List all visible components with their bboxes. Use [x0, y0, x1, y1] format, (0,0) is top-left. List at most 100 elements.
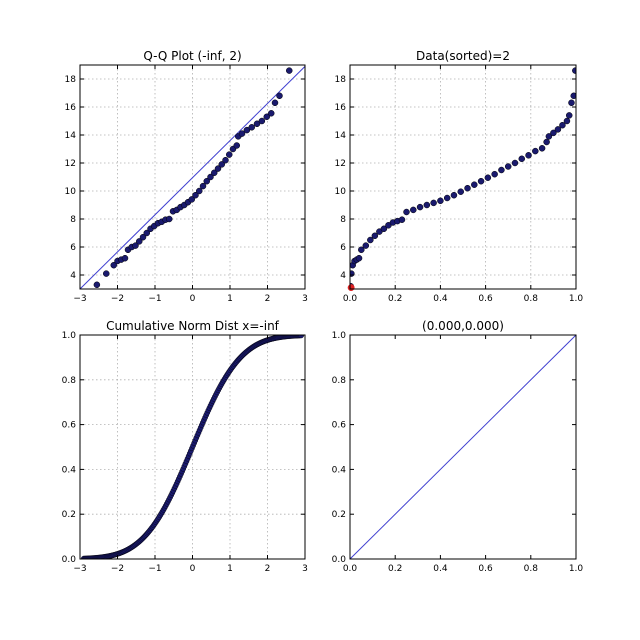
y-tick-label: 8 [70, 215, 76, 225]
data-point [471, 181, 478, 188]
y-tick-label: 10 [335, 187, 347, 197]
y-tick-label: 0.2 [62, 510, 76, 520]
data-point [271, 99, 279, 107]
data-point [263, 113, 270, 121]
x-tick-label: 0.8 [524, 564, 539, 574]
x-tick-label: 0.4 [433, 564, 448, 574]
y-tick-label: 4 [340, 271, 346, 281]
data-point [443, 194, 451, 202]
data-point [166, 215, 173, 223]
data-point [545, 133, 553, 140]
diagonal-line [350, 335, 576, 559]
x-tick-label: 1.0 [569, 294, 584, 304]
data-layer [350, 335, 576, 559]
data-point [403, 208, 410, 216]
sorted-data-panel: Data(sorted)=2 0.0 0.2 0.4 0.6 0.8 1.0 4 6 8 10 12… [335, 49, 584, 304]
y-tick-label: 0.4 [62, 465, 77, 475]
data-point [568, 99, 575, 107]
data-point [380, 225, 388, 233]
x-tick-label: 0.6 [478, 564, 493, 574]
data-point [199, 182, 207, 190]
x-tick-label: 0.2 [388, 294, 402, 304]
x-tick-label: 2 [265, 564, 271, 574]
data-point [416, 203, 424, 211]
x-tick-label: 0.0 [343, 294, 358, 304]
reference-line [80, 66, 305, 289]
data-point [430, 199, 437, 207]
data-point [110, 261, 117, 269]
y-tick-label: 0.6 [62, 421, 77, 431]
data-point [268, 110, 275, 117]
x-tick-label: 3 [302, 294, 308, 304]
data-point [450, 191, 458, 199]
data-point [276, 92, 283, 100]
data-point [136, 238, 143, 245]
x-tick-label: −2 [111, 294, 124, 304]
data-point [477, 177, 485, 185]
x-tick-label: 0 [190, 564, 196, 574]
y-tick-label: 0.0 [62, 555, 77, 565]
y-tick-label: 4 [70, 271, 76, 281]
data-point [423, 201, 431, 209]
data-point [211, 169, 218, 177]
data-point [207, 173, 214, 181]
data-point [550, 129, 557, 137]
data-point [543, 138, 550, 146]
y-tick-label: 18 [335, 75, 347, 85]
diagonal-title: (0.000,0.000) [422, 319, 504, 333]
data-point [243, 126, 251, 134]
x-tick-label: 3 [302, 564, 308, 574]
data-layer [80, 335, 305, 559]
x-tick-label: 0.8 [524, 294, 539, 304]
data-point [484, 174, 492, 181]
data-point [103, 270, 110, 277]
y-tick-label: 16 [65, 103, 77, 113]
data-point [565, 112, 573, 119]
data-point [358, 246, 365, 254]
axes-frame [349, 64, 577, 290]
qq-plot-panel: Q-Q Plot (-inf, 2) −3 −2 −1 0 1 2 346810121416… [65, 49, 308, 304]
data-point [504, 163, 512, 170]
data-point [233, 142, 240, 149]
data-layer [350, 67, 576, 289]
data-point [214, 165, 222, 172]
x-tick-label: −3 [73, 294, 86, 304]
qq-plot-title: Q-Q Plot (-inf, 2) [143, 49, 241, 63]
data-point [498, 166, 505, 174]
data-point [457, 188, 464, 195]
data-point [570, 92, 576, 100]
data-point [226, 151, 233, 158]
data-point [525, 152, 532, 159]
highlight-point [347, 284, 355, 292]
y-tick-label: 12 [335, 159, 346, 169]
y-tick-label: 18 [65, 75, 77, 85]
axes-frame [349, 334, 577, 560]
y-tick-label: 0.6 [332, 421, 347, 431]
data-point [258, 117, 266, 125]
data-point [518, 155, 526, 163]
y-tick-label: 6 [70, 243, 76, 253]
data-point [253, 120, 261, 128]
x-tick-label: 0.6 [478, 294, 493, 304]
x-tick-label: 1.0 [569, 564, 584, 574]
y-tick-label: 1.0 [332, 331, 347, 341]
y-tick-label: 1.0 [62, 331, 77, 341]
data-point [437, 197, 444, 205]
y-tick-label: 0.0 [332, 555, 347, 565]
data-layer [80, 66, 305, 289]
x-tick-label: −3 [73, 564, 86, 574]
data-point [398, 216, 406, 223]
data-point [143, 229, 150, 237]
x-tick-label: 0.0 [343, 564, 358, 574]
data-point [218, 161, 225, 168]
cumulative-norm-title: Cumulative Norm Dist x=-inf [106, 319, 280, 333]
y-tick-label: 12 [65, 159, 76, 169]
y-tick-label: 0.8 [62, 376, 77, 386]
data-point [532, 147, 539, 155]
data-point [93, 281, 101, 289]
data-point [196, 187, 203, 195]
data-point [362, 242, 370, 249]
y-tick-label: 8 [340, 215, 346, 225]
data-point [248, 124, 255, 131]
